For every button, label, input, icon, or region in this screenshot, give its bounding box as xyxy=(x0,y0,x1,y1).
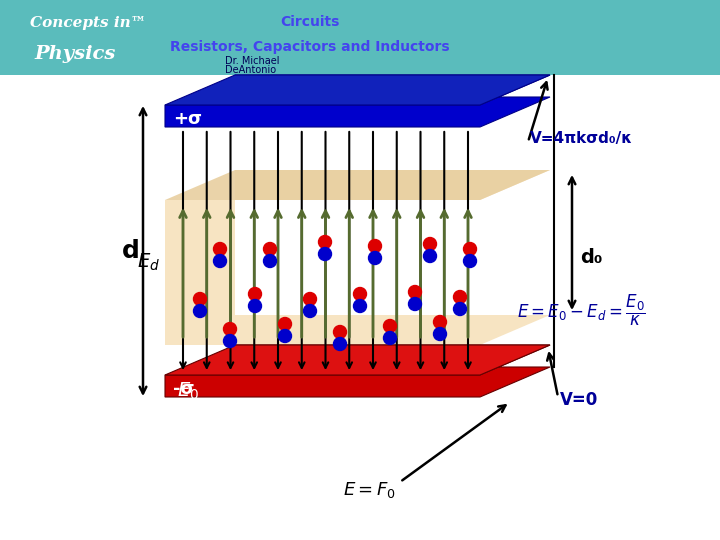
Circle shape xyxy=(318,235,331,248)
Circle shape xyxy=(333,326,346,339)
Polygon shape xyxy=(165,345,550,375)
Circle shape xyxy=(454,291,467,303)
Polygon shape xyxy=(165,75,550,105)
Circle shape xyxy=(433,315,446,328)
Text: V=4πkσd₀/κ: V=4πkσd₀/κ xyxy=(530,131,633,145)
Text: V=0: V=0 xyxy=(560,391,598,409)
Text: d₀: d₀ xyxy=(580,248,603,267)
Text: Dr. Michael: Dr. Michael xyxy=(225,57,279,66)
Circle shape xyxy=(464,254,477,267)
Text: Resistors, Capacitors and Inductors: Resistors, Capacitors and Inductors xyxy=(170,39,450,53)
Text: 10: 10 xyxy=(22,510,53,530)
Text: Concepts in™: Concepts in™ xyxy=(30,16,146,30)
Circle shape xyxy=(318,247,331,260)
Circle shape xyxy=(354,287,366,300)
Circle shape xyxy=(423,249,436,262)
Circle shape xyxy=(384,320,397,333)
Circle shape xyxy=(423,238,436,251)
Polygon shape xyxy=(165,345,550,397)
Text: $E = F_0$: $E = F_0$ xyxy=(343,480,397,500)
Circle shape xyxy=(279,318,292,330)
Circle shape xyxy=(214,254,227,267)
Text: $E_0$: $E_0$ xyxy=(177,380,199,402)
Circle shape xyxy=(279,329,292,342)
Circle shape xyxy=(464,242,477,255)
Text: $E_d$: $E_d$ xyxy=(137,252,160,273)
Text: DeAntonio: DeAntonio xyxy=(225,65,276,75)
Circle shape xyxy=(408,298,421,310)
Polygon shape xyxy=(165,170,550,345)
Circle shape xyxy=(304,293,317,306)
FancyBboxPatch shape xyxy=(0,75,720,540)
Circle shape xyxy=(333,338,346,350)
Text: -σ: -σ xyxy=(173,380,194,398)
Circle shape xyxy=(223,322,236,335)
Text: d: d xyxy=(122,239,140,263)
Text: +σ: +σ xyxy=(173,110,202,128)
Circle shape xyxy=(248,287,261,300)
Circle shape xyxy=(214,242,227,255)
Circle shape xyxy=(194,293,207,306)
Text: $E = E_0 - E_d = \dfrac{E_0}{\kappa}$: $E = E_0 - E_d = \dfrac{E_0}{\kappa}$ xyxy=(517,292,646,328)
Circle shape xyxy=(384,332,397,345)
Circle shape xyxy=(264,254,276,267)
Text: Physics: Physics xyxy=(35,45,116,63)
Circle shape xyxy=(264,242,276,255)
Circle shape xyxy=(454,302,467,315)
Circle shape xyxy=(354,300,366,313)
Polygon shape xyxy=(165,170,550,200)
Circle shape xyxy=(369,252,382,265)
FancyBboxPatch shape xyxy=(0,0,720,75)
Circle shape xyxy=(369,240,382,253)
Text: Circuits: Circuits xyxy=(280,16,340,30)
Circle shape xyxy=(248,300,261,313)
Circle shape xyxy=(408,286,421,299)
Circle shape xyxy=(223,334,236,348)
Circle shape xyxy=(433,327,446,341)
Polygon shape xyxy=(165,75,550,127)
Circle shape xyxy=(304,305,317,318)
Circle shape xyxy=(194,305,207,318)
